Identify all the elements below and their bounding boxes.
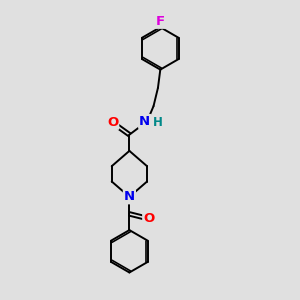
Text: F: F — [156, 15, 165, 28]
Text: N: N — [139, 115, 150, 128]
Text: O: O — [107, 116, 118, 129]
Text: O: O — [143, 212, 154, 225]
Text: H: H — [152, 116, 162, 129]
Text: N: N — [124, 190, 135, 203]
